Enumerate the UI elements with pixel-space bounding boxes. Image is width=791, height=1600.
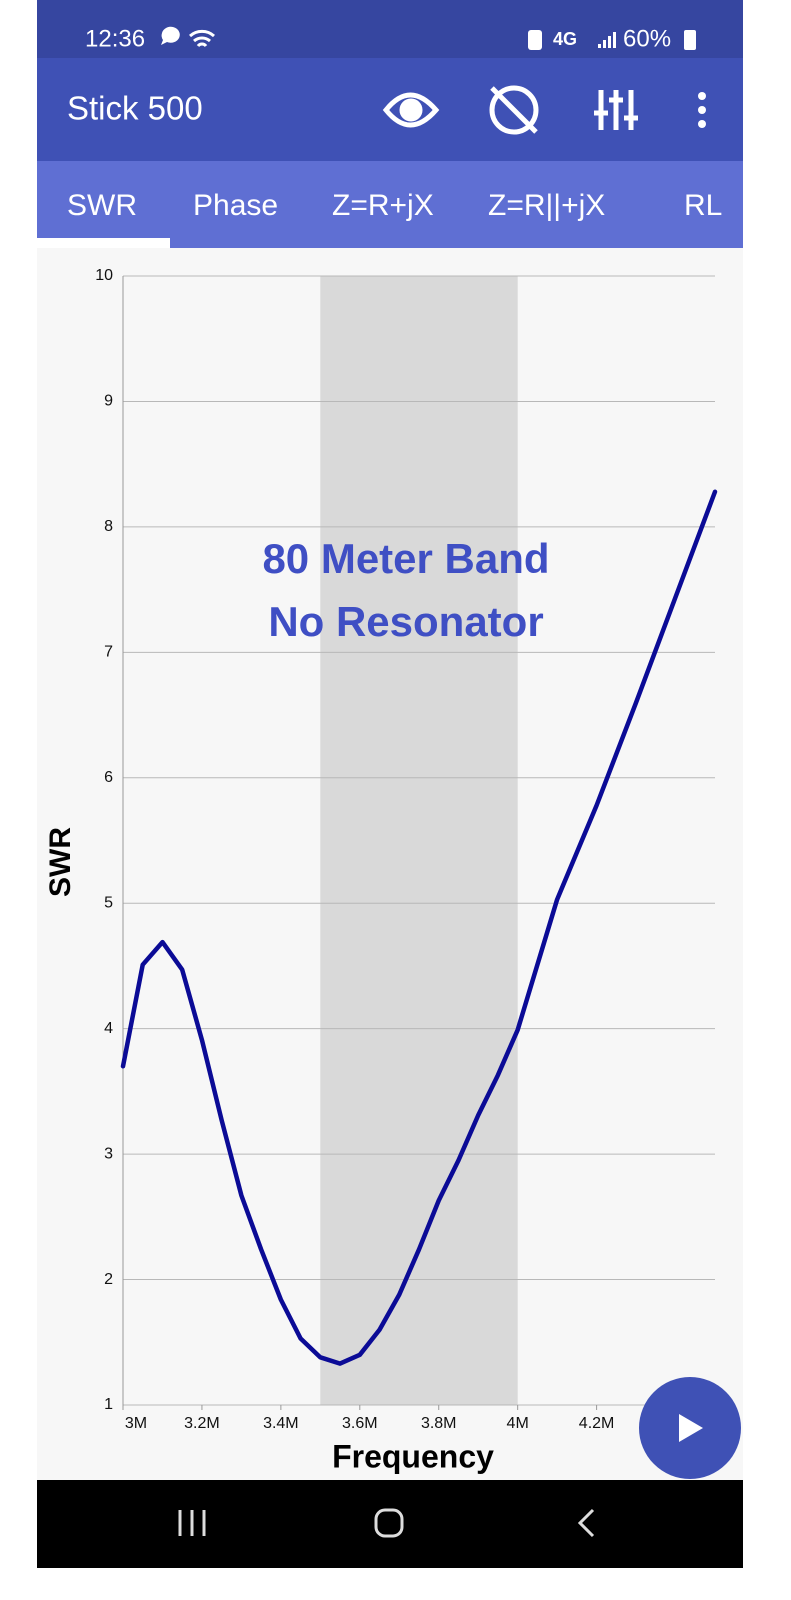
tab[interactable]: Phase	[193, 189, 278, 222]
band-shade	[320, 276, 518, 1405]
y-tick-label: 5	[104, 894, 113, 911]
signal-icon	[598, 32, 616, 48]
tab[interactable]: Z=R||+jX	[488, 189, 605, 222]
recents-button[interactable]	[178, 1510, 206, 1536]
tab-bar	[37, 161, 743, 248]
home-button[interactable]	[374, 1508, 404, 1538]
app-bar	[37, 58, 743, 161]
y-tick-label: 8	[104, 518, 113, 535]
y-tick-label: 6	[104, 769, 113, 786]
menu-button[interactable]	[698, 92, 706, 128]
nav-bar	[37, 1480, 743, 1568]
y-tick-label: 9	[104, 393, 113, 410]
x-axis-label: Frequency	[332, 1438, 494, 1474]
x-tick-label: 4.2M	[579, 1415, 615, 1432]
tab[interactable]: Z=R+jX	[332, 189, 434, 222]
y-tick-label: 4	[104, 1020, 113, 1037]
x-tick-label: 3.2M	[184, 1415, 220, 1432]
settings-button[interactable]	[594, 90, 638, 130]
x-tick-label: 3M	[125, 1415, 147, 1432]
y-tick-label: 1	[104, 1396, 113, 1413]
y-tick-label: 7	[104, 644, 113, 661]
status-time: 12:36	[85, 25, 145, 52]
x-tick-label: 3.4M	[263, 1415, 299, 1432]
y-tick-label: 10	[95, 267, 113, 284]
x-tick-label: 3.8M	[421, 1415, 457, 1432]
x-tick-label: 3.6M	[342, 1415, 378, 1432]
y-tick-label: 3	[104, 1145, 113, 1162]
network-type: 4G	[553, 29, 577, 49]
chat-icon	[161, 26, 180, 45]
battery-level: 60%	[623, 25, 671, 52]
battery-icon	[684, 30, 696, 50]
play-icon	[679, 1414, 703, 1442]
view-button[interactable]	[382, 92, 440, 128]
annotation: 80 Meter Band	[262, 535, 549, 582]
x-tick-label: 4M	[507, 1415, 529, 1432]
swr-line	[120, 489, 718, 1366]
y-tick-label: 2	[104, 1271, 113, 1288]
tab[interactable]: RL	[684, 189, 722, 222]
lock-icon	[528, 30, 542, 50]
tab-indicator	[37, 238, 170, 248]
annotation: No Resonator	[268, 598, 543, 645]
status-bar	[37, 0, 743, 58]
tab[interactable]: SWR	[67, 189, 137, 222]
rotate-button[interactable]	[489, 85, 539, 135]
back-button[interactable]	[577, 1508, 595, 1538]
app-title: Stick 500	[67, 90, 203, 127]
y-axis-label: SWR	[44, 827, 77, 897]
wifi-icon	[189, 29, 215, 48]
